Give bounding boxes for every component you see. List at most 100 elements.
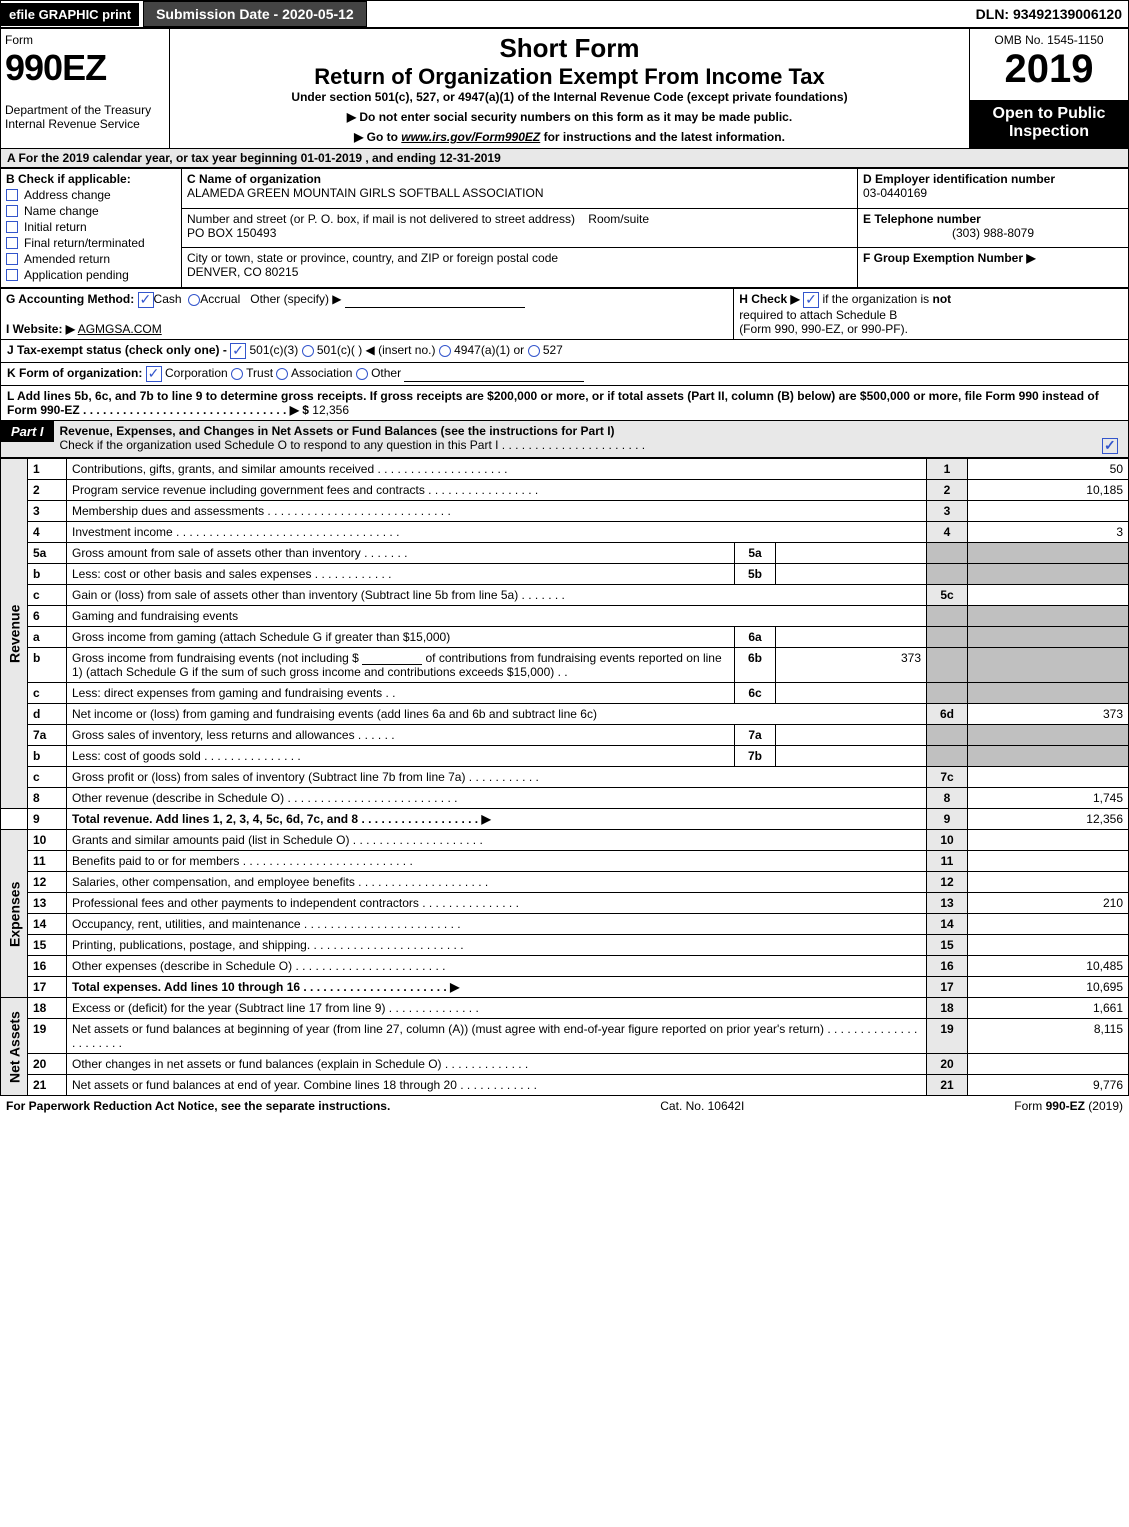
line-amount: 373 bbox=[968, 704, 1129, 725]
line-num: 2 bbox=[28, 480, 67, 501]
h-post: if the organization is bbox=[822, 292, 932, 306]
line-desc: Net income or (loss) from gaming and fun… bbox=[67, 704, 927, 725]
subcol-label: 6a bbox=[735, 627, 776, 648]
line-desc: Printing, publications, postage, and shi… bbox=[67, 935, 927, 956]
l-value: 12,356 bbox=[312, 403, 349, 417]
line-num: 14 bbox=[28, 914, 67, 935]
line-num: 6 bbox=[28, 606, 67, 627]
cb-final-return[interactable]: Final return/terminated bbox=[6, 236, 176, 250]
rb-trust[interactable] bbox=[231, 368, 243, 380]
line-num: 7a bbox=[28, 725, 67, 746]
line-col: 15 bbox=[927, 935, 968, 956]
rb-association[interactable] bbox=[276, 368, 288, 380]
line-num: c bbox=[28, 767, 67, 788]
line-amount bbox=[968, 767, 1129, 788]
j-tax-exempt-row: J Tax-exempt status (check only one) - 5… bbox=[0, 340, 1129, 363]
line-col: 14 bbox=[927, 914, 968, 935]
j-pre: J Tax-exempt status (check only one) - bbox=[7, 343, 230, 357]
revenue-side-label: Revenue bbox=[1, 459, 28, 809]
line-desc: Excess or (deficit) for the year (Subtra… bbox=[67, 998, 927, 1019]
f-group-exemption: F Group Exemption Number ▶ bbox=[863, 251, 1036, 265]
line-desc: Gain or (loss) from sale of assets other… bbox=[67, 585, 927, 606]
line-col: 12 bbox=[927, 872, 968, 893]
accrual-label: Accrual bbox=[200, 292, 240, 306]
4947-label: 4947(a)(1) or bbox=[451, 343, 528, 357]
notice-goto-url: ▶ Go to www.irs.gov/Form990EZ for instru… bbox=[174, 130, 965, 144]
notice-no-ssn: ▶ Do not enter social security numbers o… bbox=[174, 110, 965, 124]
other-label: Other (specify) ▶ bbox=[250, 292, 341, 306]
6b-blank[interactable] bbox=[362, 652, 422, 665]
shaded-cell bbox=[968, 606, 1129, 627]
irs-url-link[interactable]: www.irs.gov/Form990EZ bbox=[401, 130, 540, 144]
rb-other-org[interactable] bbox=[356, 368, 368, 380]
subtitle: Under section 501(c), 527, or 4947(a)(1)… bbox=[174, 90, 965, 104]
cb-schedule-b[interactable] bbox=[803, 292, 819, 308]
line-amount: 3 bbox=[968, 522, 1129, 543]
page-footer: For Paperwork Reduction Act Notice, see … bbox=[0, 1096, 1129, 1116]
l-text: L Add lines 5b, 6c, and 7b to line 9 to … bbox=[7, 389, 1099, 417]
street-value: PO BOX 150493 bbox=[187, 226, 276, 240]
efile-print-label[interactable]: efile GRAPHIC print bbox=[1, 3, 139, 26]
line-col: 13 bbox=[927, 893, 968, 914]
other-specify-line[interactable] bbox=[345, 295, 525, 308]
shaded-cell bbox=[968, 543, 1129, 564]
k-form-org-row: K Form of organization: Corporation Trus… bbox=[0, 363, 1129, 386]
cb-cash[interactable] bbox=[138, 292, 154, 308]
tax-year: 2019 bbox=[974, 47, 1124, 92]
notice-post: for instructions and the latest informat… bbox=[540, 130, 785, 144]
cb-corporation[interactable] bbox=[146, 366, 162, 382]
subcol-value bbox=[776, 725, 927, 746]
g-label: G Accounting Method: bbox=[6, 292, 134, 306]
shaded-cell bbox=[927, 725, 968, 746]
phone-value: (303) 988-8079 bbox=[863, 226, 1123, 240]
line-num: 11 bbox=[28, 851, 67, 872]
subcol-value bbox=[776, 627, 927, 648]
line-num: 9 bbox=[28, 809, 67, 830]
open-to-public: Open to Public Inspection bbox=[970, 101, 1129, 149]
line-desc: Gross income from gaming (attach Schedul… bbox=[67, 627, 735, 648]
omb-number: OMB No. 1545-1150 bbox=[974, 33, 1124, 47]
rb-accrual[interactable] bbox=[188, 294, 200, 306]
line-amount: 1,745 bbox=[968, 788, 1129, 809]
501c3-label: 501(c)(3) bbox=[246, 343, 301, 357]
cb-initial-return[interactable]: Initial return bbox=[6, 220, 176, 234]
line-num: b bbox=[28, 648, 67, 683]
website-value[interactable]: AGMGSA.COM bbox=[78, 322, 162, 336]
line-num: 20 bbox=[28, 1054, 67, 1075]
line-num: a bbox=[28, 627, 67, 648]
d-ein-label: D Employer identification number bbox=[863, 172, 1055, 186]
shaded-cell bbox=[927, 683, 968, 704]
line-amount: 9,776 bbox=[968, 1075, 1129, 1096]
501c-label: 501(c)( ) ◀ (insert no.) bbox=[314, 343, 439, 357]
rb-4947[interactable] bbox=[439, 345, 451, 357]
cb-application-pending[interactable]: Application pending bbox=[6, 268, 176, 282]
rb-527[interactable] bbox=[528, 345, 540, 357]
cb-501c3[interactable] bbox=[230, 343, 246, 359]
cb-label: Address change bbox=[24, 188, 111, 202]
line-amount: 12,356 bbox=[968, 809, 1129, 830]
form-label: Form bbox=[5, 33, 33, 47]
submission-date: Submission Date - 2020-05-12 bbox=[143, 1, 367, 27]
line-col: 4 bbox=[927, 522, 968, 543]
line-amount bbox=[968, 830, 1129, 851]
rb-501c[interactable] bbox=[302, 345, 314, 357]
part-i-check: Check if the organization used Schedule … bbox=[60, 438, 646, 452]
line-amount bbox=[968, 872, 1129, 893]
line-num: 4 bbox=[28, 522, 67, 543]
line-desc: Benefits paid to or for members . . . . … bbox=[67, 851, 927, 872]
cb-amended-return[interactable]: Amended return bbox=[6, 252, 176, 266]
subcol-value bbox=[776, 564, 927, 585]
cb-name-change[interactable]: Name change bbox=[6, 204, 176, 218]
cb-address-change[interactable]: Address change bbox=[6, 188, 176, 202]
section-a-period: A For the 2019 calendar year, or tax yea… bbox=[0, 149, 1129, 168]
shaded-cell bbox=[927, 627, 968, 648]
line-desc: Investment income . . . . . . . . . . . … bbox=[67, 522, 927, 543]
cb-label: Initial return bbox=[24, 220, 87, 234]
corp-label: Corporation bbox=[162, 366, 231, 380]
b-label: B Check if applicable: bbox=[6, 172, 131, 186]
shaded-cell bbox=[927, 648, 968, 683]
cb-schedule-o[interactable] bbox=[1102, 438, 1118, 454]
line-amount: 1,661 bbox=[968, 998, 1129, 1019]
other-org-line[interactable] bbox=[404, 369, 584, 382]
line-desc: Total revenue. Add lines 1, 2, 3, 4, 5c,… bbox=[67, 809, 927, 830]
